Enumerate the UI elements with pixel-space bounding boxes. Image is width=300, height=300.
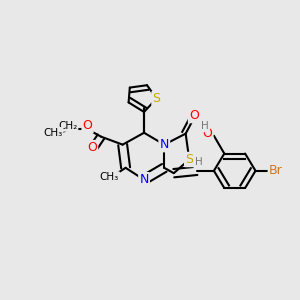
Text: O: O (82, 119, 92, 132)
Text: S: S (152, 92, 160, 105)
Text: CH₂: CH₂ (58, 121, 77, 130)
Text: Br: Br (269, 164, 283, 177)
Text: CH₃: CH₃ (100, 172, 119, 182)
Text: H: H (201, 121, 209, 131)
Text: O: O (202, 127, 212, 140)
Text: S: S (185, 153, 193, 166)
Text: N: N (140, 173, 149, 186)
Text: H: H (195, 158, 202, 167)
Text: O: O (87, 141, 97, 154)
Text: O: O (189, 109, 199, 122)
Text: CH₃: CH₃ (43, 128, 62, 138)
Text: N: N (160, 138, 169, 151)
